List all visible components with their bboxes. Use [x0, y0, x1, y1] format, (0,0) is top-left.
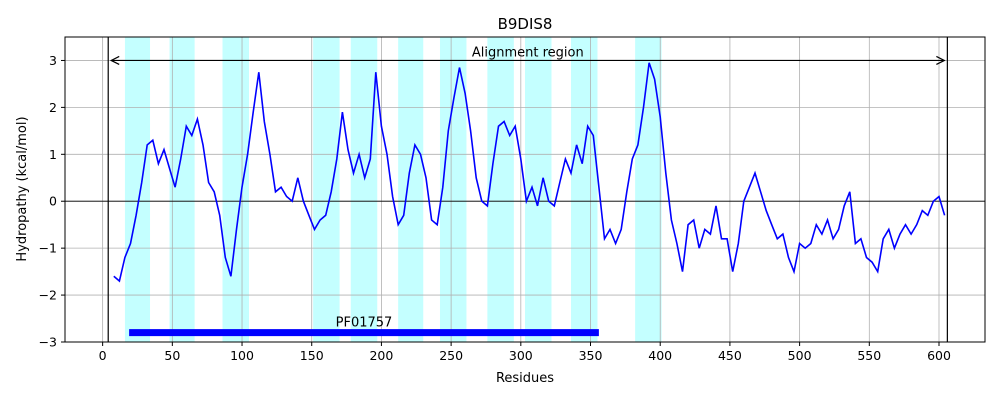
tm-region-7 [439, 37, 467, 342]
x-tick-label: 350 [579, 348, 603, 363]
y-axis-label: Hydropathy (kcal/mol) [15, 116, 30, 261]
x-tick-label: 450 [718, 348, 742, 363]
plot-frame [64, 36, 986, 343]
chart-title: B9DIS8 [498, 15, 553, 33]
y-tick-label: 1 [49, 147, 57, 162]
y-tick-label: 0 [49, 194, 57, 209]
tm-region-11 [635, 37, 662, 342]
alignment-arrow-head-right [936, 55, 946, 65]
tm-region-3 [222, 37, 249, 342]
alignment-region-label: Alignment region [472, 45, 584, 60]
alignment-region-arrow [109, 55, 946, 65]
x-tick-label: 150 [300, 348, 324, 363]
x-axis-label: Residues [496, 371, 554, 386]
x-tick-label: 500 [788, 348, 812, 363]
y-axis-ticks: −3 −2 −1 0 1 2 3 [39, 53, 65, 350]
y-tick-label: −2 [39, 288, 57, 303]
tm-region-2 [169, 37, 195, 342]
tm-region-5 [350, 37, 378, 342]
hydropathy-series-line [113, 62, 946, 283]
x-tick-label: 400 [648, 348, 672, 363]
alignment-arrow-head-left [109, 55, 120, 65]
x-tick-label: 200 [369, 348, 393, 363]
y-tick-label: 3 [49, 53, 57, 68]
tm-region-8 [487, 37, 514, 342]
x-tick-label: 0 [99, 348, 107, 363]
x-tick-label: 50 [164, 348, 180, 363]
tm-regions [124, 37, 662, 342]
x-tick-label: 250 [439, 348, 463, 363]
alignment-boundaries [107, 37, 948, 342]
tm-region-9 [525, 37, 552, 342]
x-tick-label: 300 [509, 348, 533, 363]
y-tick-label: −1 [39, 241, 57, 256]
domain-bar-pf01757 [129, 329, 599, 337]
domain-label: PF01757 [336, 316, 393, 331]
tm-region-1 [124, 37, 151, 342]
x-tick-label: 550 [857, 348, 881, 363]
tm-region-6 [398, 37, 424, 342]
x-tick-label: 600 [927, 348, 951, 363]
tm-region-4 [313, 37, 340, 342]
x-axis-ticks: 0 50 100 150 200 250 300 350 400 450 500 550 600 [99, 342, 951, 363]
tm-region-10 [571, 37, 598, 342]
y-tick-label: 2 [49, 100, 57, 115]
x-tick-label: 100 [230, 348, 254, 363]
y-tick-label: −3 [39, 335, 57, 350]
